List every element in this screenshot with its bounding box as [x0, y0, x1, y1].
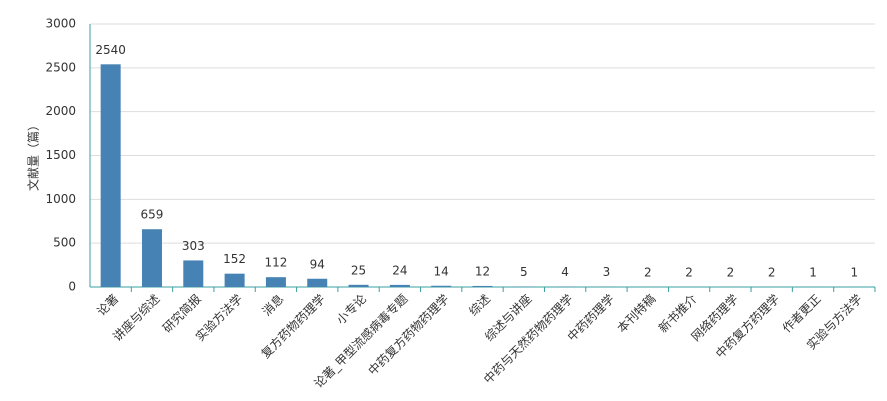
y-axis-label: 文献量（篇） — [26, 119, 41, 191]
bar — [307, 278, 328, 287]
data-label: 2 — [644, 265, 652, 279]
data-label: 2 — [768, 265, 776, 279]
x-tick-label: 消息 — [259, 291, 287, 319]
y-tick-label: 1500 — [45, 148, 76, 162]
data-label: 2 — [727, 265, 735, 279]
y-tick-label: 0 — [68, 280, 76, 294]
bar — [224, 273, 245, 287]
bar — [389, 284, 410, 287]
bar — [100, 64, 121, 288]
bar — [183, 260, 204, 287]
x-tick-label: 综述 — [466, 292, 493, 319]
data-label: 2540 — [95, 43, 126, 57]
data-label: 24 — [392, 263, 407, 277]
data-label: 659 — [141, 208, 164, 222]
x-tick-label: 小专论 — [333, 291, 369, 327]
y-tick-label: 500 — [53, 236, 76, 250]
data-label: 5 — [520, 265, 528, 279]
data-label: 4 — [561, 265, 569, 279]
data-label: 303 — [182, 239, 205, 253]
bar — [141, 229, 162, 287]
bar — [265, 277, 286, 287]
y-tick-label: 2500 — [45, 60, 76, 74]
data-label: 25 — [351, 263, 366, 277]
data-label: 12 — [475, 264, 490, 278]
data-label: 3 — [603, 265, 611, 279]
x-tick-label: 中药复方药物药理学 — [365, 291, 452, 378]
y-tick-label: 2000 — [45, 104, 76, 118]
data-label: 1 — [809, 265, 817, 279]
data-label: 14 — [434, 264, 449, 278]
bar — [348, 284, 369, 287]
y-tick-label: 3000 — [45, 17, 76, 31]
data-label: 94 — [310, 257, 325, 271]
data-label: 112 — [264, 256, 287, 270]
x-tick-label: 本刊特稿 — [614, 291, 659, 336]
bar — [472, 285, 493, 287]
data-label: 152 — [223, 252, 246, 266]
bar — [431, 285, 452, 287]
data-label: 1 — [851, 265, 859, 279]
data-label: 2 — [685, 265, 693, 279]
y-tick-label: 1000 — [45, 192, 76, 206]
x-tick-label: 论著 — [94, 292, 121, 319]
